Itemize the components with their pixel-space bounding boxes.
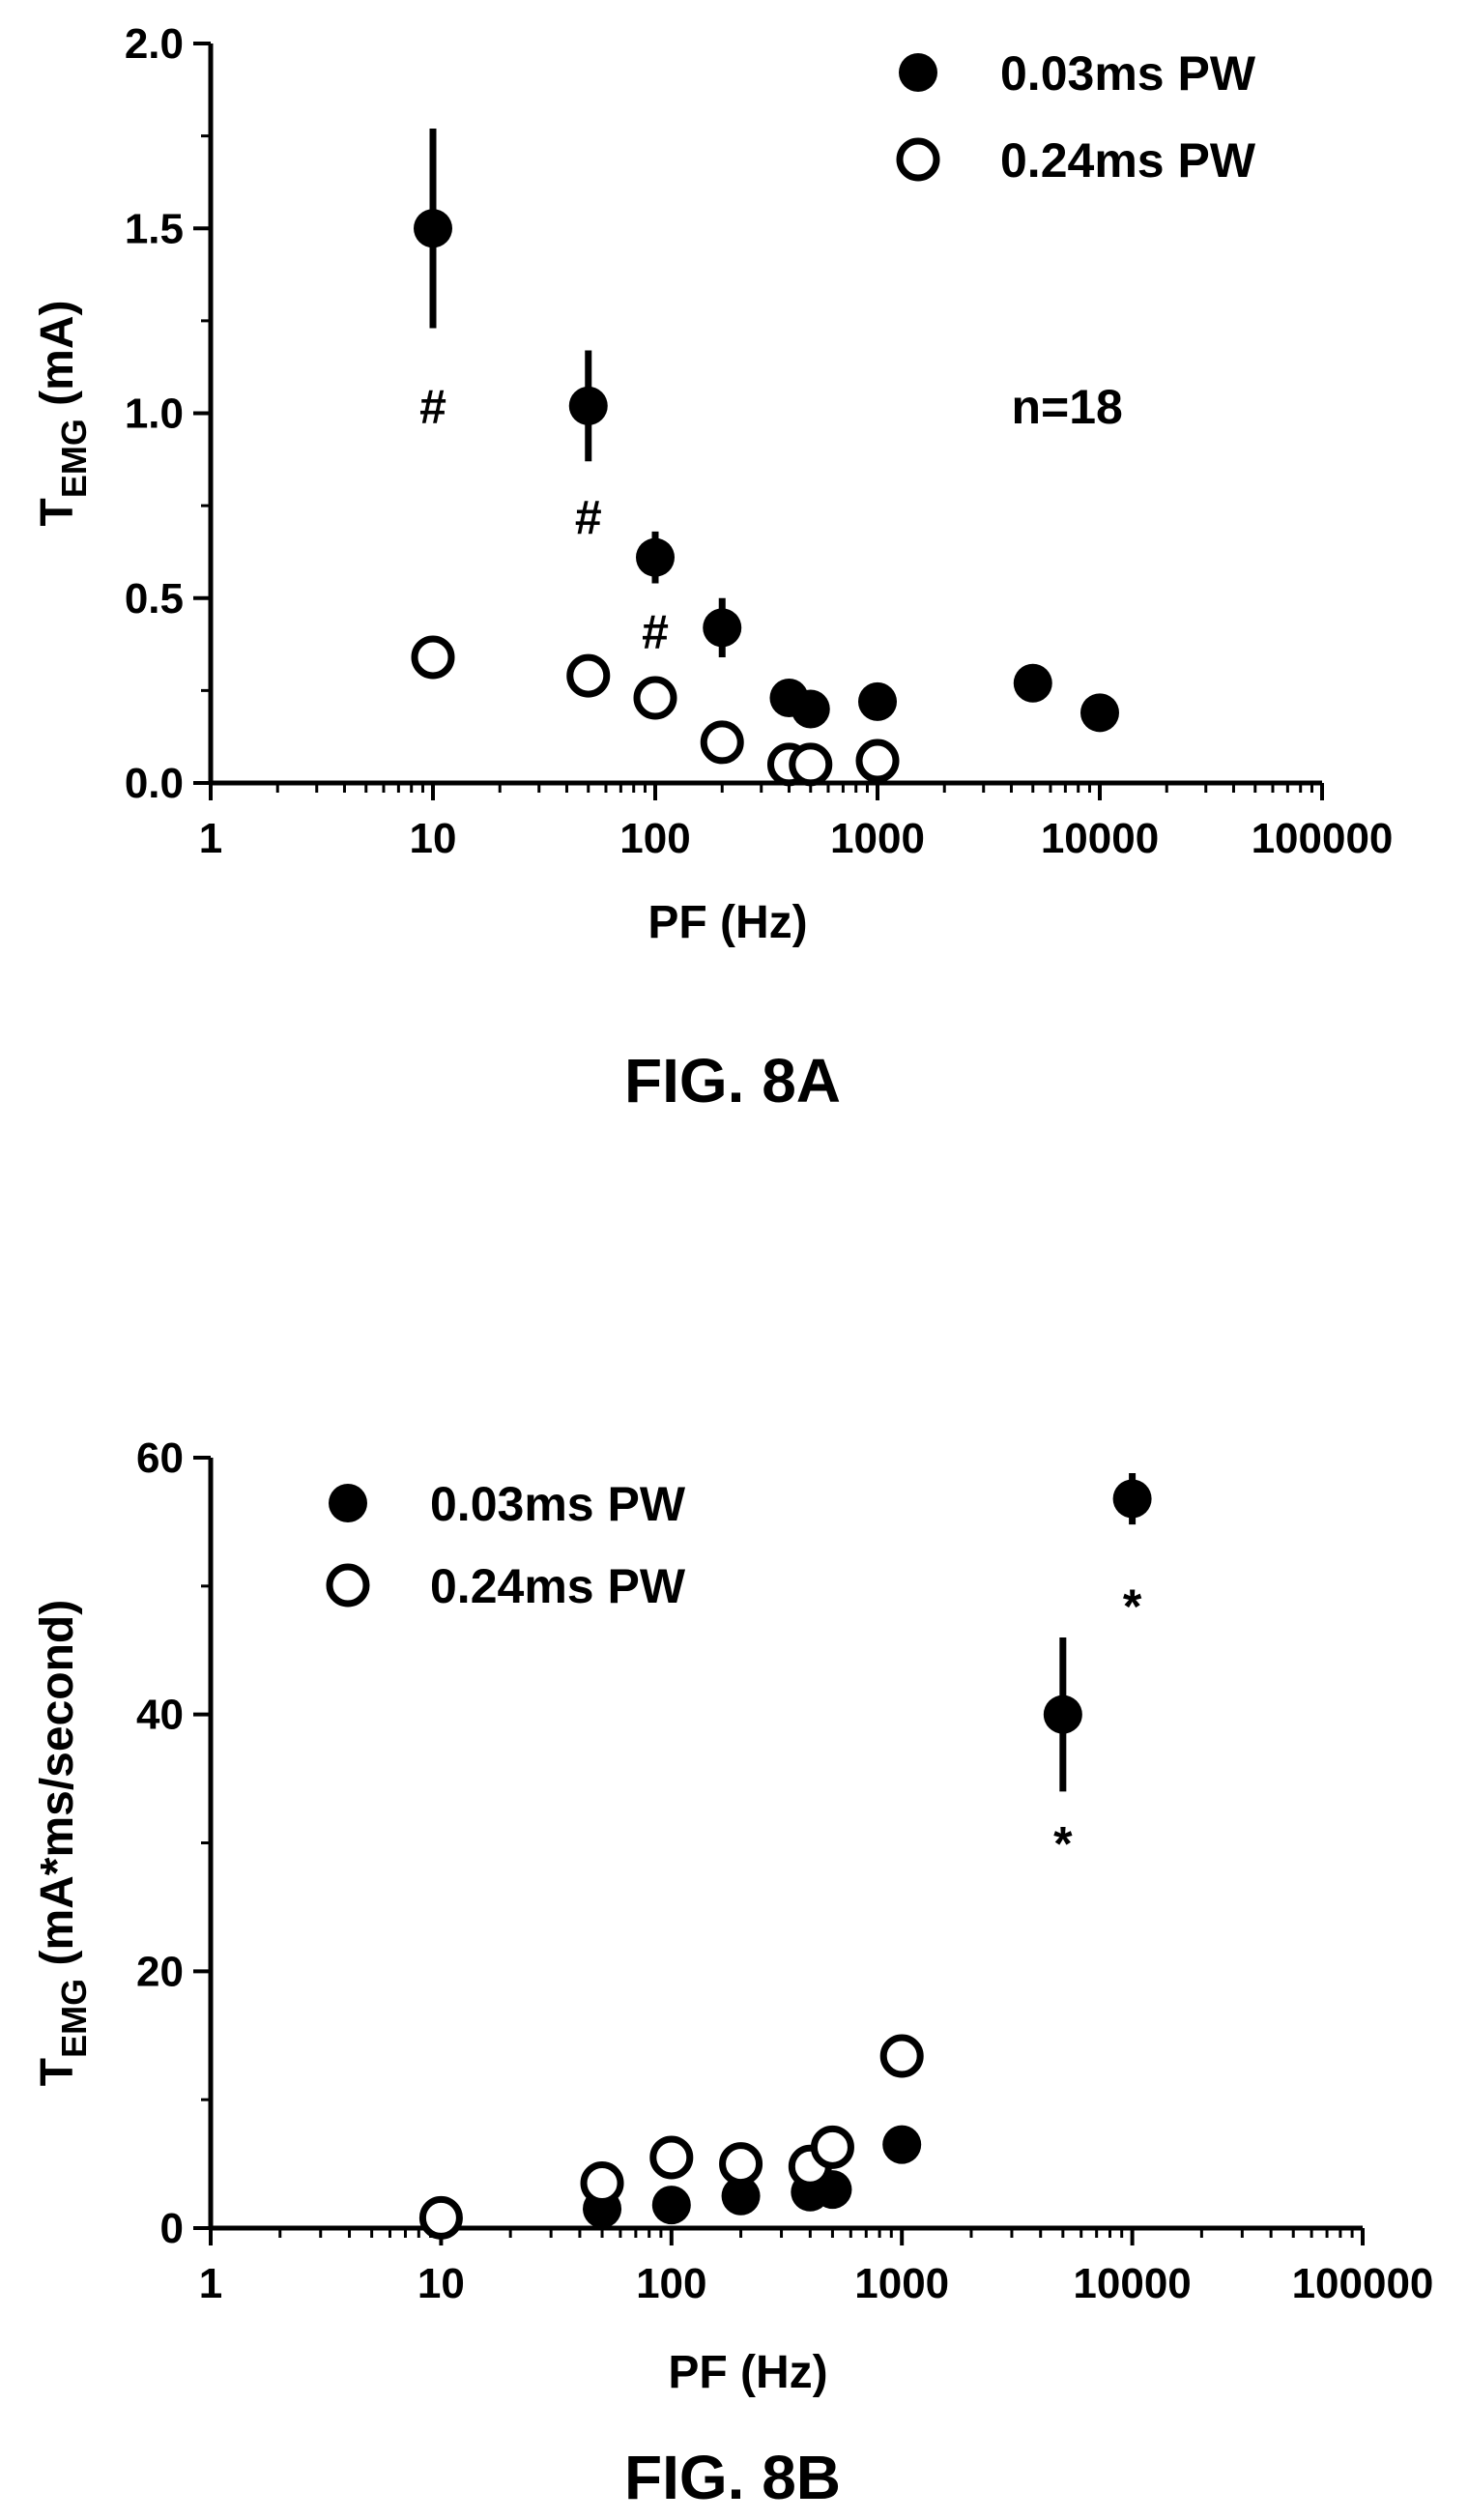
data-point-filled [414, 209, 452, 248]
data-point-filled [882, 2125, 922, 2164]
legend-marker-open [326, 1563, 370, 1608]
y-axis-label-main: T [32, 498, 83, 526]
x-axis-label: PF (Hz) [668, 2347, 827, 2398]
data-point-open [810, 2125, 854, 2169]
data-point-filled [651, 2186, 691, 2225]
x-tick-label: 10 [417, 2260, 465, 2307]
data-point-open [633, 676, 677, 720]
significance-hash: # [575, 491, 602, 545]
data-point-filled [568, 386, 608, 425]
panel-8a: 1 10 100 1000 10000 100000 0.0 0.5 1.0 1.5 2.0 PF (… [32, 20, 1393, 1115]
data-point-filled [636, 537, 675, 577]
y-tick-label: 0.5 [125, 575, 184, 623]
data-point-open [411, 635, 455, 680]
y-tick-label: 0.0 [125, 760, 184, 807]
data-point-open [719, 2142, 763, 2187]
data-point-open [700, 720, 744, 765]
y-tick-label: 1.5 [125, 205, 184, 252]
y-tick-label: 40 [136, 1692, 184, 1739]
significance-star: * [1053, 1817, 1073, 1871]
y-tick-label: 2.0 [125, 20, 184, 68]
y-tick-label: 0 [160, 2205, 184, 2252]
y-axis-label-subscript: EMG [54, 1979, 94, 2058]
data-point-open [566, 653, 611, 698]
data-point-open [789, 742, 833, 787]
figure-caption: FIG. 8B [624, 2443, 841, 2512]
x-tick-label: 10000 [1041, 815, 1159, 862]
legend-marker-open [896, 137, 940, 182]
y-tick-label: 60 [136, 1434, 184, 1482]
data-point-filled [1013, 663, 1052, 703]
legend-marker-filled [329, 1484, 367, 1522]
legend-label: 0.03ms PW [1000, 46, 1256, 101]
y-axis-label-subscript: EMG [54, 419, 94, 498]
series-0-24ms-pw [418, 2034, 924, 2240]
significance-star: * [1123, 1579, 1142, 1634]
legend-marker-filled [899, 53, 937, 92]
y-axis-label-main: T [32, 2058, 83, 2086]
x-tick-label: 1000 [830, 815, 925, 862]
y-axis-label: TEMG (mA*ms/second) [32, 1600, 94, 2086]
data-point-filled [858, 681, 897, 721]
data-point-filled [791, 689, 830, 729]
legend-label: 0.03ms PW [430, 1477, 686, 1531]
data-point-filled [703, 608, 742, 648]
data-point-filled [721, 2176, 761, 2216]
y-tick-label: 1.0 [125, 391, 184, 438]
data-point-open [418, 2195, 463, 2240]
data-point-open [879, 2034, 924, 2078]
x-tick-label: 10000 [1073, 2260, 1191, 2307]
significance-hash: # [419, 380, 446, 434]
figure-caption: FIG. 8A [624, 1046, 841, 1115]
series-0-03ms-pw [414, 128, 1119, 733]
series-0-24ms-pw [411, 635, 900, 787]
panel-8b: 1 10 100 1000 10000 100000 0 20 40 60 PF (Hz) TEMG … [32, 1434, 1433, 2512]
legend-label: 0.24ms PW [1000, 133, 1256, 188]
x-tick-label: 1 [199, 2260, 222, 2307]
x-tick-label: 100 [636, 2260, 706, 2307]
x-tick-label: 100000 [1292, 2260, 1434, 2307]
y-tick-label: 20 [136, 1948, 184, 1995]
x-axis-label: PF (Hz) [648, 897, 807, 948]
y-axis-label-unit: (mA) [32, 301, 83, 420]
legend: 0.03ms PW 0.24ms PW [896, 46, 1256, 188]
x-tick-label: 1 [199, 815, 222, 862]
data-point-open [855, 739, 900, 783]
data-point-open [649, 2135, 694, 2180]
legend-label: 0.24ms PW [430, 1559, 686, 1613]
x-tick-label: 100000 [1252, 815, 1394, 862]
legend: 0.03ms PW 0.24ms PW [326, 1477, 686, 1613]
data-point-filled [1112, 1479, 1152, 1519]
x-tick-label: 100 [619, 815, 690, 862]
data-point-filled [1080, 693, 1119, 733]
sample-size-label: n=18 [1011, 380, 1122, 434]
data-point-open [580, 2161, 624, 2206]
significance-hash: # [642, 605, 669, 659]
x-tick-label: 1000 [854, 2260, 949, 2307]
y-axis-label: TEMG (mA) [32, 301, 94, 527]
x-tick-label: 10 [410, 815, 457, 862]
data-point-filled [1043, 1694, 1082, 1734]
y-axis-label-unit: (mA*ms/second) [32, 1600, 83, 1979]
